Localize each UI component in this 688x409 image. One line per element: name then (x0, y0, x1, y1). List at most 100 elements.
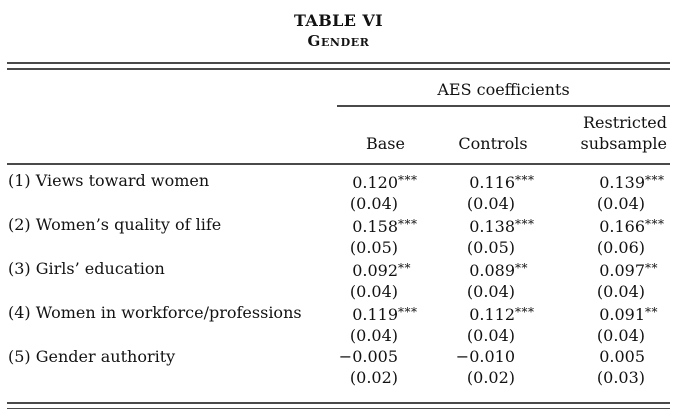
row-label-spacer (7, 237, 337, 258)
coefficient-cell: 0.120*** (337, 164, 434, 193)
significance-stars: ** (515, 261, 528, 275)
standard-error-cell: (0.03) (552, 367, 670, 388)
standard-error-cell: (0.05) (337, 237, 434, 258)
standard-error-cell: (0.02) (434, 367, 552, 388)
coefficient-cell: 0.097** (552, 258, 670, 281)
row-label-spacer (7, 325, 337, 346)
standard-error-cell: (0.04) (337, 325, 434, 346)
standard-error-value: (0.04) (596, 326, 645, 345)
top-double-rule (7, 62, 670, 70)
significance-stars: *** (398, 173, 418, 187)
standard-error-value: (0.04) (466, 282, 515, 301)
coefficient-cell: 0.092** (337, 258, 434, 281)
standard-error-value: (0.04) (349, 194, 398, 213)
coefficient-value: 0.120 (352, 173, 398, 192)
standard-error-cell: (0.04) (434, 281, 552, 302)
significance-stars: *** (515, 305, 535, 319)
significance-stars: *** (515, 217, 535, 231)
coefficient-cell: −0.005 (337, 346, 434, 367)
coefficient-cell: 0.158*** (337, 214, 434, 237)
row-label-spacer (7, 281, 337, 302)
significance-stars: *** (645, 217, 665, 231)
table-row-se: (0.04) (0.04) (0.04) (7, 325, 670, 346)
row-label-spacer (7, 193, 337, 214)
standard-error-value: (0.04) (596, 194, 645, 213)
standard-error-cell: (0.05) (434, 237, 552, 258)
row-label-spacer (7, 367, 337, 388)
empty-header-cell (7, 106, 337, 165)
coefficient-cell: 0.166*** (552, 214, 670, 237)
coefficient-cell: 0.119*** (337, 302, 434, 325)
standard-error-cell: (0.04) (552, 325, 670, 346)
group-header-row: AES coefficients (7, 70, 670, 107)
coefficient-value: −0.010 (455, 347, 515, 366)
standard-error-value: (0.04) (466, 326, 515, 345)
table-row-se: (0.04) (0.04) (0.04) (7, 281, 670, 302)
column-header-controls: Controls (434, 106, 552, 165)
coefficient-value: 0.139 (599, 173, 645, 192)
coefficient-cell: 0.005 (552, 346, 670, 367)
standard-error-value: (0.06) (596, 238, 645, 257)
table-row-coef: (1) Views toward women 0.120*** 0.116*** 0.… (7, 164, 670, 193)
standard-error-value: (0.05) (349, 238, 398, 257)
standard-error-cell: (0.04) (337, 193, 434, 214)
coefficient-cell: 0.116*** (434, 164, 552, 193)
standard-error-value: (0.03) (596, 368, 645, 387)
coefficient-cell: 0.112*** (434, 302, 552, 325)
table-row-se: (0.05) (0.05) (0.06) (7, 237, 670, 258)
row-label: (3) Girls’ education (8, 259, 165, 278)
standard-error-cell: (0.04) (434, 325, 552, 346)
coefficient-cell: 0.138*** (434, 214, 552, 237)
significance-stars: *** (398, 217, 418, 231)
table-row-se: (0.02) (0.02) (0.03) (7, 367, 670, 388)
table-subtitle: Gender (307, 32, 370, 50)
table-title: TABLE VI (293, 11, 384, 30)
significance-stars: ** (398, 261, 411, 275)
bottom-double-rule (7, 402, 670, 409)
table-row-coef: (4) Women in workforce/professions 0.119*… (7, 302, 670, 325)
coefficient-cell: −0.010 (434, 346, 552, 367)
coefficient-value: 0.097 (599, 261, 645, 280)
results-table: AES coefficients Base Controls Restricte… (7, 70, 670, 388)
empty-header-cell (7, 70, 337, 106)
coefficient-cell: 0.139*** (552, 164, 670, 193)
table-container: TABLE VI Gender AES coefficients Base Co… (7, 0, 670, 409)
row-label: (2) Women’s quality of life (8, 215, 222, 234)
coefficient-value: 0.166 (599, 217, 645, 236)
coefficient-cell: 0.091** (552, 302, 670, 325)
row-label: (5) Gender authority (8, 347, 176, 366)
column-header-restricted-subsample: Restricted subsample (552, 106, 670, 165)
significance-stars: ** (645, 305, 658, 319)
column-header-base: Base (337, 106, 434, 165)
coefficient-value: 0.158 (352, 217, 398, 236)
standard-error-cell: (0.04) (337, 281, 434, 302)
column-header-row: Base Controls Restricted subsample (7, 106, 670, 165)
standard-error-value: (0.02) (466, 368, 515, 387)
coefficient-value: −0.005 (338, 347, 398, 366)
table-body: (1) Views toward women 0.120*** 0.116*** 0.… (7, 164, 670, 388)
standard-error-cell: (0.04) (434, 193, 552, 214)
row-label: (4) Women in workforce/professions (8, 303, 302, 322)
standard-error-value: (0.04) (466, 194, 515, 213)
standard-error-cell: (0.04) (552, 193, 670, 214)
table-row-se: (0.04) (0.04) (0.04) (7, 193, 670, 214)
coefficient-value: 0.005 (599, 347, 645, 366)
row-label: (1) Views toward women (8, 171, 210, 190)
table-row-coef: (2) Women’s quality of life 0.158*** 0.138… (7, 214, 670, 237)
coefficient-cell: 0.089** (434, 258, 552, 281)
significance-stars: ** (645, 261, 658, 275)
coefficient-value: 0.091 (599, 305, 645, 324)
coefficient-value: 0.116 (469, 173, 515, 192)
significance-stars: *** (515, 173, 535, 187)
standard-error-value: (0.04) (596, 282, 645, 301)
standard-error-value: (0.04) (349, 326, 398, 345)
coefficient-value: 0.092 (352, 261, 398, 280)
coefficient-value: 0.089 (469, 261, 515, 280)
standard-error-cell: (0.04) (552, 281, 670, 302)
standard-error-value: (0.05) (466, 238, 515, 257)
standard-error-value: (0.04) (349, 282, 398, 301)
coefficient-value: 0.112 (469, 305, 515, 324)
standard-error-cell: (0.06) (552, 237, 670, 258)
coefficient-value: 0.138 (469, 217, 515, 236)
